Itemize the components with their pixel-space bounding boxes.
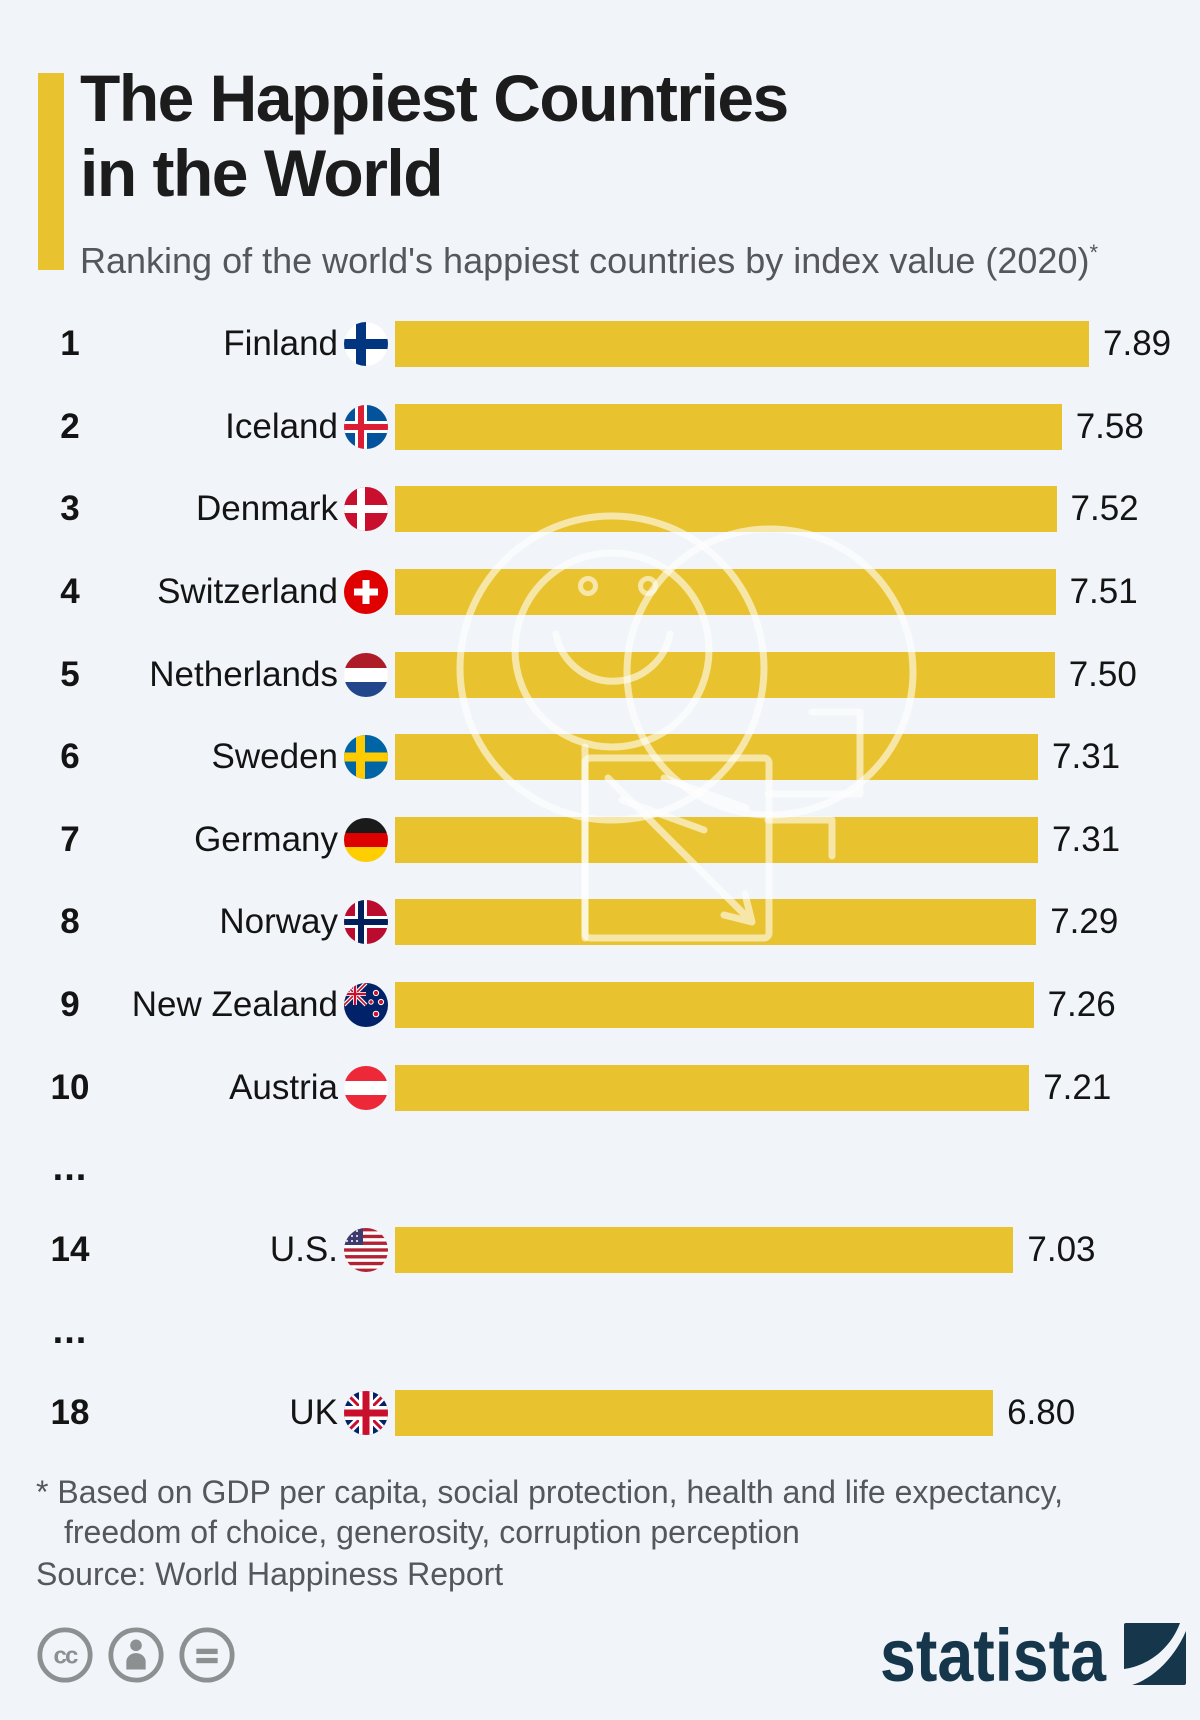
svg-text:cc: cc: [53, 1643, 78, 1670]
flag-uk-icon: [344, 1390, 388, 1435]
title-line-2: in the World: [80, 136, 444, 210]
value-label: 7.51: [1069, 572, 1138, 612]
table-row: 10 Austria 7.21: [0, 1046, 1200, 1129]
gap-row: ...: [0, 1292, 1200, 1372]
flag-sweden-icon: [344, 735, 388, 780]
table-row: 5 Netherlands 7.50: [0, 633, 1200, 716]
rank-label: 14: [50, 1230, 90, 1270]
value-bar: [395, 1227, 1014, 1274]
rank-label: 3: [60, 489, 80, 529]
statista-wordmark: statista: [880, 1623, 1107, 1689]
value-bar: [395, 569, 1056, 616]
license-icons: cc: [36, 1626, 236, 1684]
country-label: Iceland: [225, 406, 338, 446]
flag-austria-icon: [344, 1065, 388, 1110]
statista-wordmark-text: statista: [880, 1623, 1107, 1689]
footnote-marker: *: [1089, 240, 1099, 265]
value-label: 7.31: [1052, 819, 1121, 859]
ellipsis-label: ...: [52, 1147, 88, 1190]
country-label: U.S.: [269, 1230, 338, 1270]
rank-label: 8: [60, 902, 80, 942]
value-label: 7.58: [1075, 406, 1144, 446]
table-row: 3 Denmark 7.52: [0, 468, 1200, 551]
flag-iceland-icon: [344, 404, 388, 449]
rank-label: 10: [50, 1067, 90, 1107]
value-bar: [395, 899, 1037, 946]
country-label: Finland: [223, 324, 338, 364]
country-label: Netherlands: [149, 654, 338, 694]
table-row: 7 Germany 7.31: [0, 799, 1200, 882]
rank-label: 6: [60, 737, 80, 777]
value-bar: [395, 403, 1062, 450]
attribution-icon: [108, 1627, 164, 1683]
value-bar: [395, 651, 1055, 698]
table-row: 1 Finland 7.89: [0, 303, 1200, 386]
flag-germany-icon: [344, 817, 388, 862]
value-label: 7.89: [1103, 324, 1172, 364]
country-label: Denmark: [196, 489, 338, 529]
footnote: * Based on GDP per capita, social protec…: [36, 1472, 1063, 1552]
cc-icon: cc: [37, 1627, 93, 1683]
value-label: 6.80: [1007, 1392, 1076, 1432]
ellipsis-label: ...: [52, 1310, 88, 1353]
country-label: Norway: [219, 902, 338, 942]
source-line: Source: World Happiness Report: [36, 1556, 504, 1592]
table-row: 18 UK 6.80: [0, 1372, 1200, 1455]
country-label: UK: [289, 1392, 338, 1432]
value-label: 7.50: [1068, 654, 1137, 694]
value-bar: [395, 1389, 994, 1436]
rank-label: 5: [60, 654, 80, 694]
flag-switzerland-icon: [344, 570, 388, 615]
statista-logo: statista: [880, 1623, 1186, 1689]
subtitle-text: Ranking of the world's happiest countrie…: [80, 240, 1090, 281]
footnote-line-2: freedom of choice, generosity, corruptio…: [64, 1514, 800, 1550]
value-bar: [395, 734, 1038, 781]
gap-row: ...: [0, 1129, 1200, 1209]
table-row: 9 New Zealand 7.26: [0, 964, 1200, 1047]
value-label: 7.26: [1047, 985, 1116, 1025]
statista-mark-icon: [1124, 1623, 1186, 1685]
country-label: Germany: [194, 819, 338, 859]
value-label: 7.31: [1052, 737, 1121, 777]
value-label: 7.03: [1027, 1230, 1096, 1270]
flag-finland-icon: [344, 322, 388, 367]
flag-new-zealand-icon: [344, 983, 388, 1028]
value-bar: [395, 486, 1057, 533]
country-label: Sweden: [211, 737, 338, 777]
table-row: 8 Norway 7.29: [0, 881, 1200, 964]
value-bar: [395, 1064, 1030, 1111]
country-label: Switzerland: [157, 572, 338, 612]
value-bar: [395, 321, 1089, 368]
country-label: Austria: [229, 1067, 338, 1107]
bar-chart: 1 Finland 7.89 2 Iceland 7.58 3 Denmark 7.52 4 Swi…: [0, 303, 1200, 1454]
value-label: 7.29: [1050, 902, 1119, 942]
rank-label: 4: [60, 572, 80, 612]
value-bar: [395, 816, 1038, 863]
table-row: 4 Switzerland 7.51: [0, 551, 1200, 634]
value-label: 7.21: [1043, 1067, 1112, 1107]
title-accent-bar: [38, 73, 64, 270]
table-row: 14 U.S. 7.03: [0, 1209, 1200, 1292]
rank-label: 9: [60, 985, 80, 1025]
rank-label: 18: [50, 1392, 90, 1432]
rank-label: 1: [60, 324, 80, 364]
page-title: The Happiest Countries in the World: [80, 61, 789, 211]
rank-label: 7: [60, 819, 80, 859]
flag-netherlands-icon: [344, 652, 388, 697]
value-label: 7.52: [1070, 489, 1139, 529]
chart-subtitle: Ranking of the world's happiest countrie…: [80, 230, 1098, 283]
footnote-line-1: * Based on GDP per capita, social protec…: [36, 1474, 1063, 1510]
table-row: 2 Iceland 7.58: [0, 386, 1200, 469]
rank-label: 2: [60, 406, 80, 446]
value-bar: [395, 982, 1034, 1029]
flag-norway-icon: [344, 900, 388, 945]
title-line-1: The Happiest Countries: [80, 61, 789, 135]
table-row: 6 Sweden 7.31: [0, 716, 1200, 799]
flag-u-s-icon: [344, 1228, 388, 1273]
country-label: New Zealand: [131, 985, 338, 1025]
no-derivatives-icon: [179, 1627, 235, 1683]
flag-denmark-icon: [344, 487, 388, 532]
